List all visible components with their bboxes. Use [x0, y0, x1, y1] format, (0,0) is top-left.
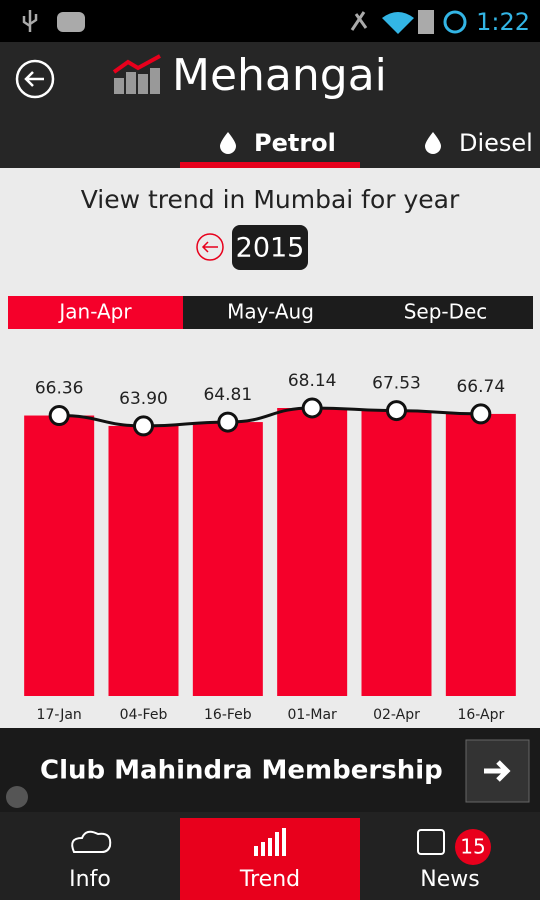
period-label: Sep-Dec	[404, 300, 488, 324]
point	[386, 400, 407, 422]
value-label: 64.81	[203, 385, 252, 405]
info-icon	[71, 830, 112, 853]
year-box[interactable]	[232, 225, 308, 270]
nav-label[interactable]: News	[420, 867, 479, 892]
nav-label[interactable]: Trend	[239, 867, 300, 892]
ad-arrow	[484, 760, 511, 782]
bar	[445, 413, 516, 696]
trend-icon	[254, 828, 286, 856]
point	[470, 403, 492, 425]
ad-info[interactable]	[6, 786, 28, 808]
point	[301, 397, 323, 419]
value-label: 66.74	[456, 377, 505, 397]
period-tab[interactable]	[8, 296, 183, 329]
period-tab[interactable]	[183, 296, 358, 329]
year: 2015	[236, 233, 305, 264]
period-label: May-Aug	[227, 300, 314, 324]
bar	[24, 415, 95, 696]
point	[217, 411, 239, 433]
prev-arrow	[201, 241, 218, 253]
app-title: Mehangai	[172, 50, 387, 101]
news-icon	[417, 829, 445, 855]
prompt: View trend in Mumbai for year	[81, 185, 460, 214]
value-label: 66.36	[35, 379, 84, 399]
nav-active	[180, 818, 360, 900]
x-tick-label: 16-Apr	[457, 707, 504, 723]
trend-line	[59, 406, 481, 428]
x-tick-label: 02-Apr	[373, 707, 420, 723]
period-label: Jan-Apr	[57, 300, 132, 324]
bar	[108, 425, 179, 696]
status-bar	[0, 0, 540, 42]
sim-icon	[418, 10, 434, 34]
fuel-tab[interactable]: Diesel	[459, 129, 533, 157]
x-tick-label: 01-Mar	[288, 707, 338, 723]
news-badge	[455, 829, 491, 865]
diesel-icon	[425, 132, 441, 154]
sync-icon	[443, 10, 467, 34]
x-tick-label: 16-Feb	[204, 707, 252, 723]
value-label: 63.90	[119, 389, 168, 409]
mute-icon	[350, 11, 368, 31]
tab-indicator	[180, 162, 360, 168]
x-tick-label: 17-Jan	[37, 707, 82, 723]
back-button[interactable]	[15, 59, 55, 99]
clock: 1:22	[476, 8, 530, 36]
petrol-icon	[220, 132, 236, 154]
value-label: 67.53	[372, 374, 421, 394]
ad-text: Club Mahindra Membership	[40, 756, 443, 786]
bar	[277, 408, 348, 696]
point	[48, 405, 70, 427]
value-label: 68.14	[288, 371, 337, 391]
ad-banner[interactable]	[0, 728, 540, 812]
bar	[192, 422, 263, 696]
fuel-tab[interactable]: Petrol	[254, 129, 336, 157]
period-tab[interactable]	[358, 296, 533, 329]
app-bar	[0, 42, 540, 168]
bar	[361, 410, 432, 696]
x-tick-label: 04-Feb	[120, 707, 168, 723]
usb-icon	[22, 10, 38, 32]
wifi-icon	[382, 12, 414, 34]
prev-year[interactable]	[196, 233, 224, 261]
nav-label[interactable]: Info	[69, 867, 111, 892]
back-arrow	[24, 71, 44, 87]
logo-icon	[112, 54, 161, 94]
android-icon	[57, 12, 85, 32]
point	[133, 415, 154, 437]
news-badge-count: 15	[460, 835, 485, 859]
